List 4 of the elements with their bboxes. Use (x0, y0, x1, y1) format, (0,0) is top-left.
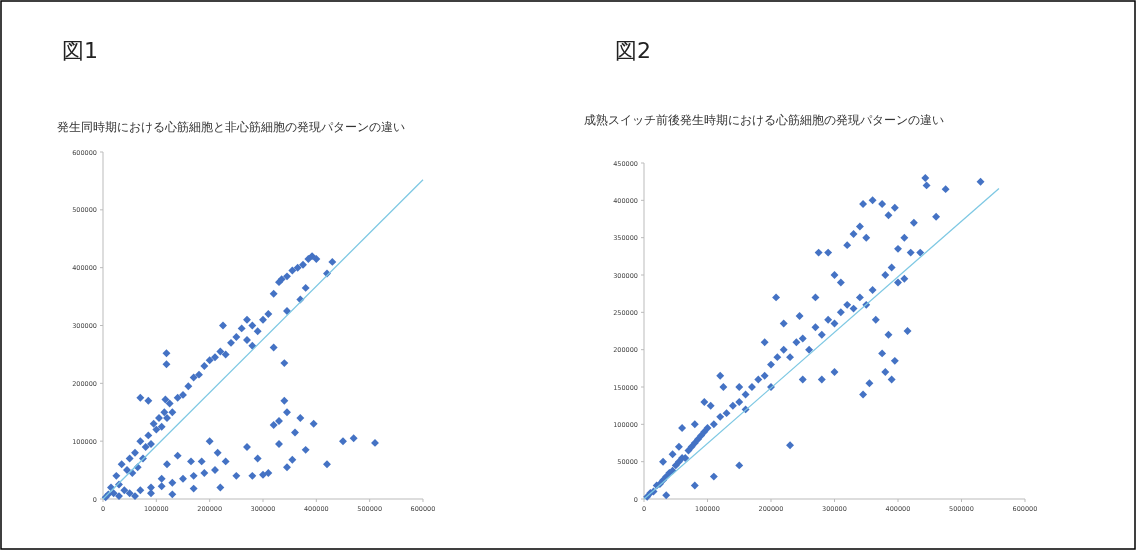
chart-subtitle: 成熟スイッチ前後発生時期における心筋細胞の発現パターンの違い (584, 113, 944, 127)
chart-title: 図1 (62, 38, 98, 63)
chart-title: 図2 (615, 38, 651, 63)
chart-subtitle: 発生同時期における心筋細胞と非心筋細胞の発現パターンの違い (57, 120, 405, 134)
